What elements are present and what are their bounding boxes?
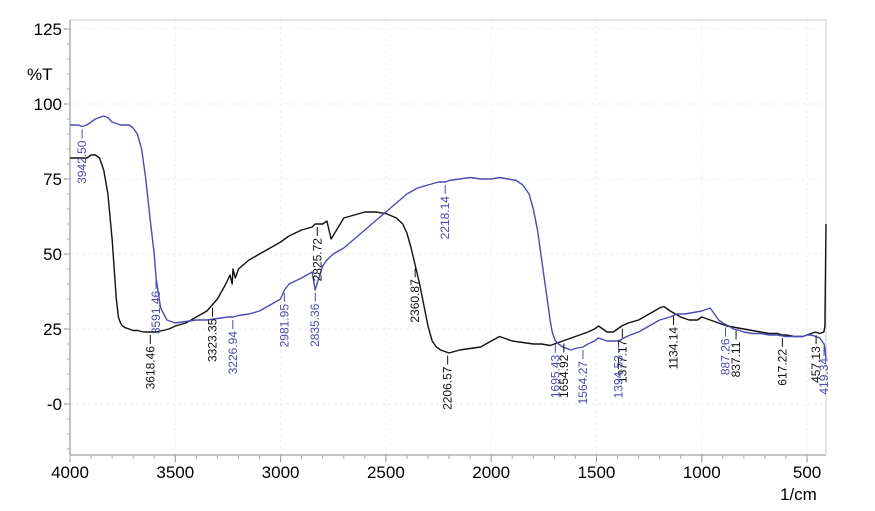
peak-label: 837.11 xyxy=(729,341,743,377)
peak-label: 1654.92 xyxy=(557,354,571,398)
peak-label: 2981.95 xyxy=(277,304,291,348)
peak-label: 1695.43 xyxy=(548,354,562,398)
peak-label: 887.26 xyxy=(718,338,732,375)
y-tick-label: 125 xyxy=(34,20,62,39)
peak-label: 3591.46 xyxy=(149,290,163,334)
peak-label: 2206.57 xyxy=(441,366,455,410)
y-tick-label: 25 xyxy=(43,320,62,339)
peak-label: 2360.87 xyxy=(408,279,422,323)
peak-label: 3618.46 xyxy=(143,346,157,390)
x-tick-label: 4000 xyxy=(51,463,89,482)
peak-label: 1134.14 xyxy=(667,327,681,370)
y-axis-unit-label: %T xyxy=(27,65,53,84)
gridlines xyxy=(69,20,826,455)
peak-label: 457.13 xyxy=(809,346,823,383)
x-tick-label: 2500 xyxy=(367,463,405,482)
x-tick-label: 500 xyxy=(793,463,821,482)
y-tick-label: -0 xyxy=(47,395,62,414)
peak-label: 3226.94 xyxy=(226,331,240,375)
y-tick-label: 100 xyxy=(34,95,62,114)
x-tick-label: 1000 xyxy=(683,463,721,482)
x-axis-unit-label: 1/cm xyxy=(780,485,817,504)
peak-label: 3942.50 xyxy=(75,140,89,184)
peak-label: 3323.35 xyxy=(205,318,219,362)
y-tick-label: 75 xyxy=(43,170,62,189)
y-tick-label: 50 xyxy=(43,245,62,264)
x-tick-label: 3000 xyxy=(262,463,300,482)
peak-label: 617.22 xyxy=(775,349,789,386)
peak-labels: 3618.46 3323.35 2825.72 2360.87 2206.57 1654.… xyxy=(75,129,831,410)
x-tick-label: 2000 xyxy=(472,463,510,482)
x-tick-label: 1500 xyxy=(578,463,616,482)
peak-label: 2825.72 xyxy=(310,238,324,282)
spectrum-line-1 xyxy=(70,154,827,354)
spectrum-series xyxy=(70,115,827,360)
spectrum-line-2 xyxy=(70,115,827,360)
peak-label: 419.34 xyxy=(817,358,831,395)
tick-marks-and-labels: 125 100 75 50 25 -0 4000 3500 3000 2500 2000 1500 10… xyxy=(34,20,822,482)
peak-label: 1394.53 xyxy=(612,355,626,399)
peak-label: 2218.14 xyxy=(438,196,452,240)
x-tick-label: 3500 xyxy=(156,463,194,482)
peak-label: 2835.36 xyxy=(308,303,322,347)
peak-label: 1564.27 xyxy=(576,361,590,405)
